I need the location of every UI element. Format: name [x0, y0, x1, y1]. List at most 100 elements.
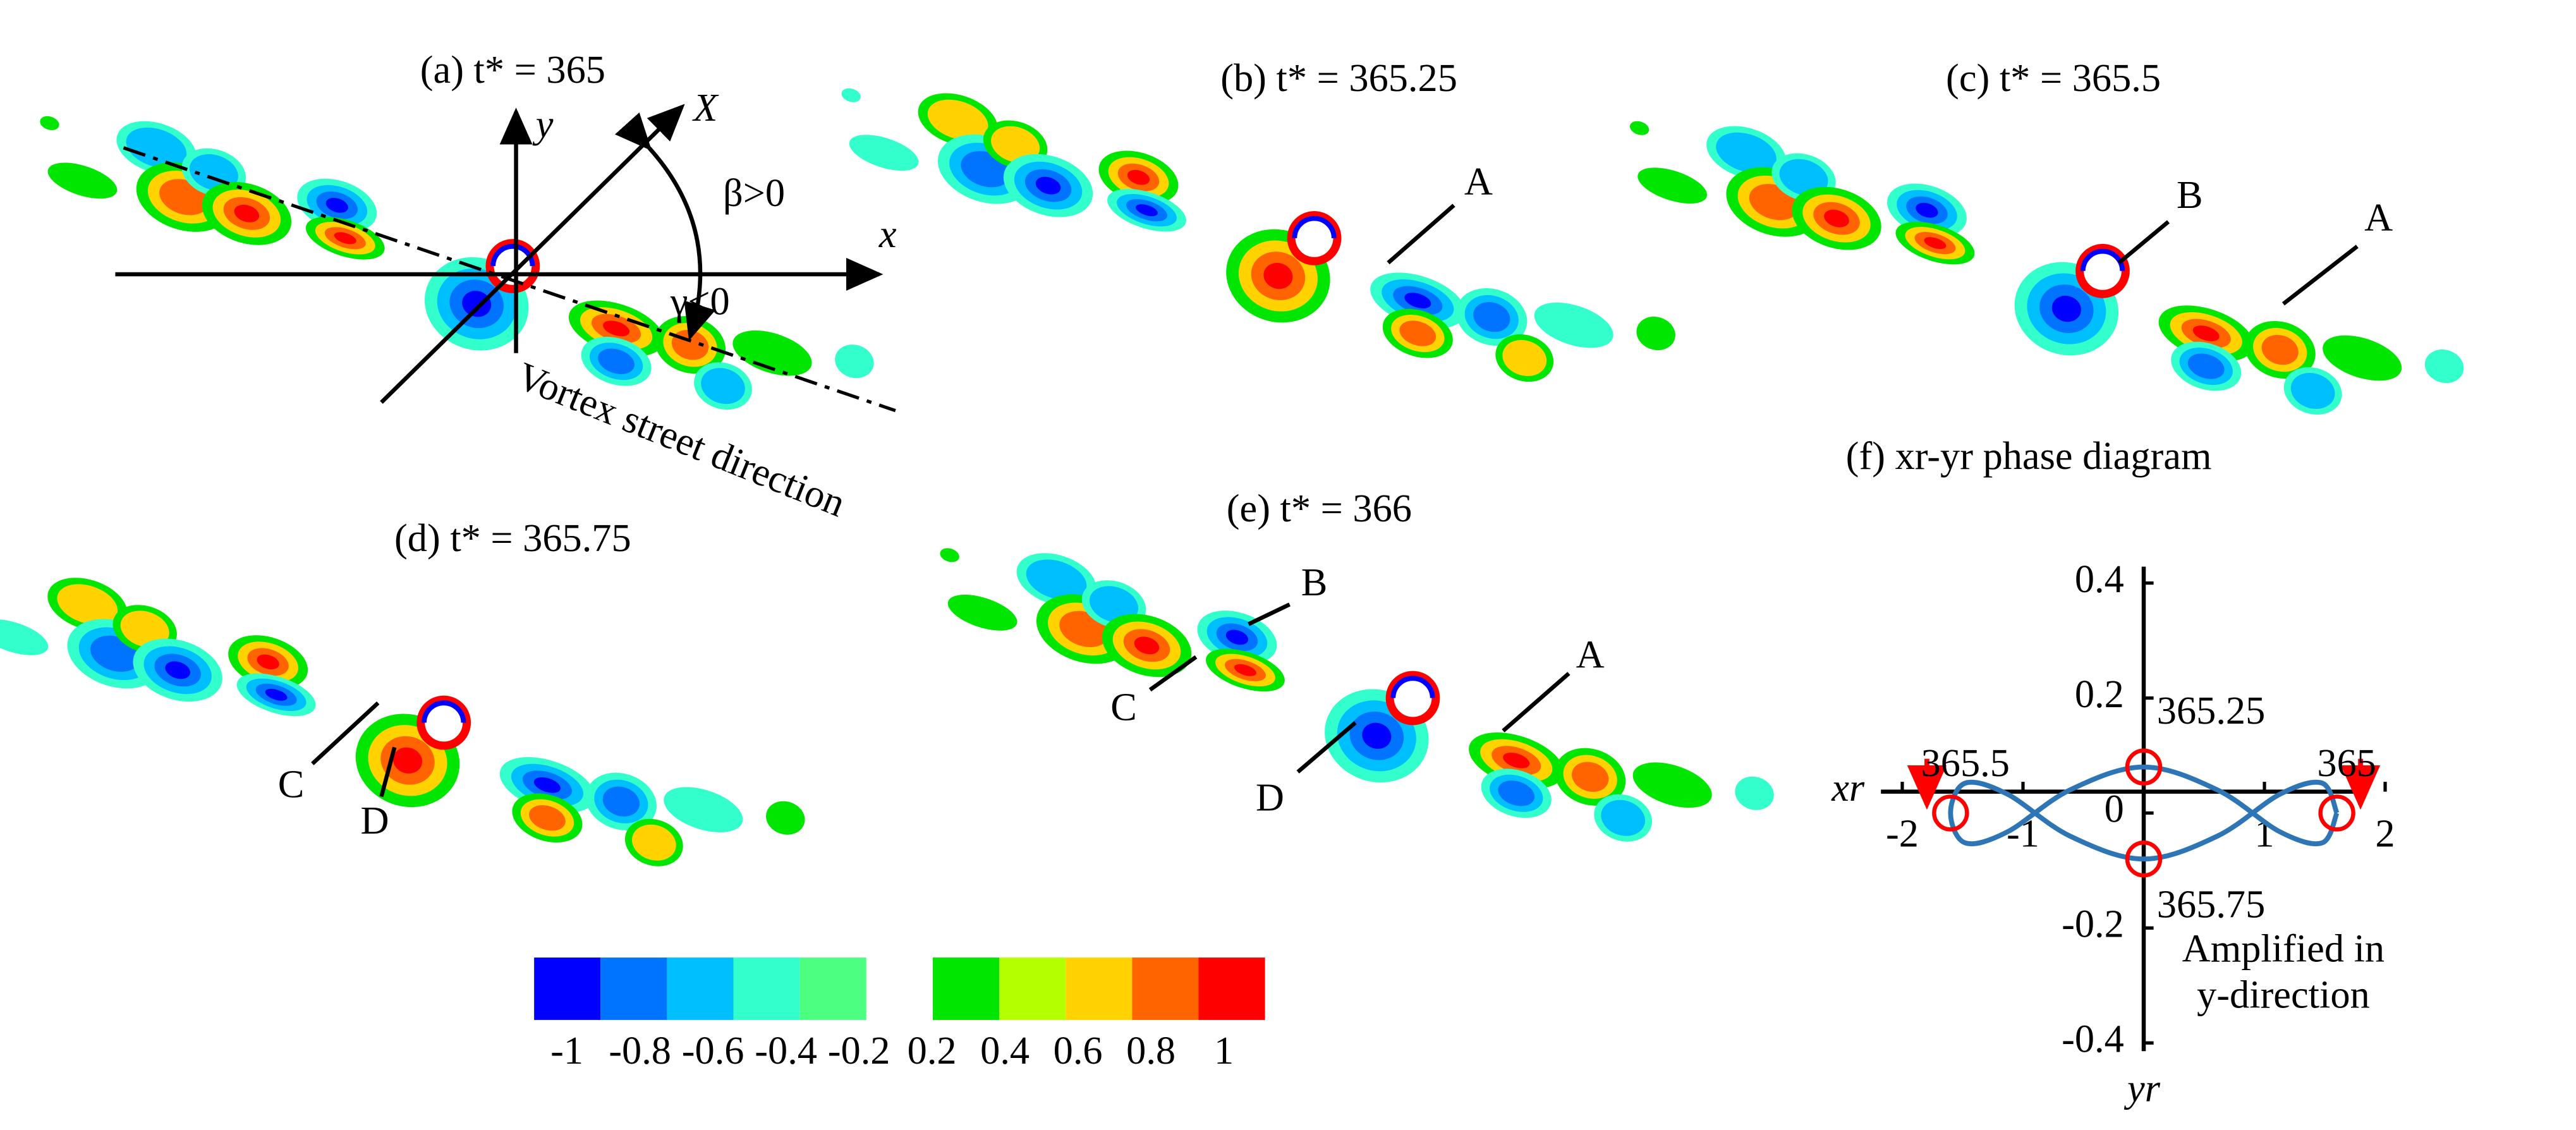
- contour-level: [462, 291, 492, 317]
- leader: [1148, 655, 1198, 692]
- contour-level: [265, 688, 288, 701]
- vortex: [1456, 288, 1528, 346]
- marker-label: 365: [2317, 741, 2376, 785]
- contour-level: [1362, 722, 1392, 749]
- colorbar-label: -0.2: [828, 1029, 890, 1072]
- cylinder: [416, 695, 471, 750]
- phase-marker: [1932, 794, 1969, 832]
- vortex: [918, 93, 998, 147]
- vortex: [1629, 121, 1649, 135]
- contour-level: [1234, 664, 1256, 676]
- vortex: [40, 116, 59, 130]
- vortex: [835, 344, 874, 379]
- vortex: [766, 801, 805, 835]
- vortex: [1632, 762, 1712, 808]
- marker-label: 365.25: [2157, 689, 2266, 732]
- marker-label: 365.75: [2157, 882, 2266, 926]
- panel-title: (e) t* = 366: [1227, 487, 1412, 530]
- colorbar-swatch: [932, 957, 1000, 1020]
- phase-curve: [1948, 764, 2340, 862]
- contour-level: [664, 787, 743, 833]
- panel-title: (a) t* = 365: [420, 48, 605, 92]
- vortex: [624, 818, 683, 866]
- vortex-label: B: [2177, 173, 2203, 217]
- contour-level: [1026, 559, 1087, 600]
- contour-level: [1502, 340, 1547, 377]
- x-axis-label: xr: [1831, 766, 1865, 810]
- contour-level: [766, 801, 805, 835]
- vortex: [947, 594, 1018, 631]
- vortex: [732, 330, 812, 376]
- x-tick-label: -2: [1886, 812, 1919, 856]
- vortex: [1534, 302, 1613, 348]
- contour-level: [529, 805, 566, 831]
- contour-level: [732, 330, 812, 376]
- colorbar: -1 -0.8 -0.6 -0.4 -0.2 0.2 0.4 0.6 0.8 1: [534, 957, 1265, 1072]
- colorbar-swatch: [799, 957, 866, 1020]
- vortex: [2171, 341, 2242, 391]
- vortex: [2244, 320, 2316, 379]
- vortex: [1636, 317, 1675, 351]
- contour-level: [1404, 293, 1431, 308]
- contour-level: [835, 344, 874, 379]
- vortex-label: A: [1576, 633, 1605, 676]
- vortex-label: A: [2364, 196, 2393, 240]
- leader: [1387, 204, 1455, 265]
- contour-level: [257, 654, 279, 670]
- vortex: [0, 619, 49, 655]
- vortex: [940, 548, 959, 562]
- vortex: [1886, 183, 1967, 237]
- panel-title: (b) t* = 365.25: [1220, 56, 1457, 100]
- colorbar-swatch: [1198, 957, 1265, 1020]
- axis-label: x: [878, 212, 897, 256]
- colorbar-swatch: [1132, 957, 1199, 1020]
- cylinder: [485, 239, 540, 293]
- vortex-label: A: [1464, 160, 1493, 204]
- contour-level: [1263, 262, 1293, 289]
- panel-title: (d) t* = 365.75: [394, 516, 631, 560]
- contour-level: [1716, 132, 1777, 173]
- leader: [2281, 245, 2359, 306]
- y-tick-label: 0.2: [2075, 672, 2124, 716]
- contour-level: [1779, 159, 1828, 196]
- contour-level: [120, 611, 169, 648]
- contour-level: [533, 777, 561, 793]
- angle-label: β>0: [723, 171, 785, 215]
- contour-level: [701, 368, 745, 404]
- contour-level: [1089, 586, 1139, 623]
- vortex: [1792, 186, 1881, 250]
- contour-level: [927, 99, 988, 140]
- colorbar-label: -0.8: [609, 1029, 671, 1072]
- leader: [2117, 220, 2170, 265]
- phase-marker: [2125, 748, 2163, 786]
- vortex: [512, 793, 583, 843]
- vortex: [2283, 367, 2342, 415]
- contour-level: [940, 548, 959, 562]
- colorbar-swatch: [600, 957, 667, 1020]
- vortex: [581, 336, 652, 386]
- colorbar-label: 0.6: [1054, 1029, 1103, 1072]
- vortex: [694, 362, 752, 410]
- vortex-label: C: [1110, 686, 1137, 729]
- vortex: [849, 135, 919, 171]
- vortex: [1895, 221, 1975, 265]
- contour-level: [598, 348, 635, 374]
- panel-title: (c) t* = 365.5: [1946, 56, 2161, 100]
- contour-level: [1035, 176, 1061, 195]
- vortex: [305, 217, 385, 260]
- colorbar-label: 1: [1214, 1029, 1234, 1072]
- colorbar-swatch: [1066, 957, 1133, 1020]
- vortex: [2323, 335, 2402, 381]
- cylinder-edge: [1292, 216, 1337, 239]
- contour-level: [2051, 295, 2081, 322]
- contours: [0, 88, 2464, 866]
- cylinder: [1287, 210, 1342, 265]
- cylinder: [1385, 671, 1440, 726]
- contour-level: [40, 116, 59, 130]
- contour-level: [47, 162, 118, 199]
- vortex-label: D: [361, 799, 389, 842]
- vortex-label: B: [1301, 561, 1328, 604]
- leader: [379, 746, 397, 798]
- contour-level: [2192, 325, 2220, 341]
